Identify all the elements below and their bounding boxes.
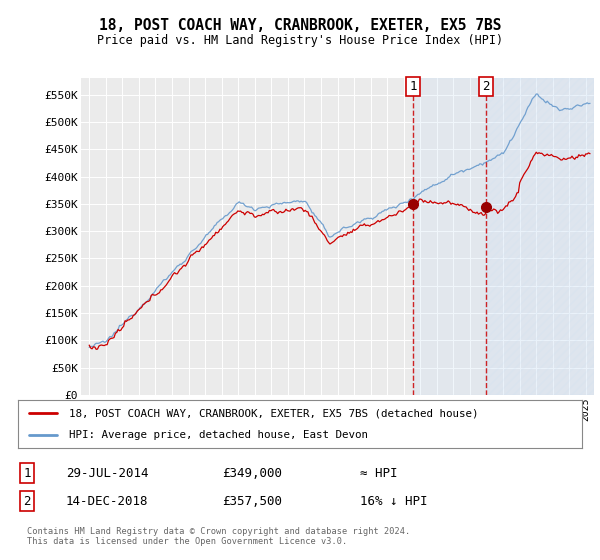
Text: 16% ↓ HPI: 16% ↓ HPI: [360, 494, 427, 508]
Bar: [486, 78, 594, 395]
Text: £349,000: £349,000: [222, 466, 282, 480]
Text: HPI: Average price, detached house, East Devon: HPI: Average price, detached house, East…: [69, 430, 368, 440]
Text: 1: 1: [410, 80, 417, 93]
Text: 18, POST COACH WAY, CRANBROOK, EXETER, EX5 7BS (detached house): 18, POST COACH WAY, CRANBROOK, EXETER, E…: [69, 408, 478, 418]
Text: Contains HM Land Registry data © Crown copyright and database right 2024.
This d: Contains HM Land Registry data © Crown c…: [27, 527, 410, 546]
Text: 29-JUL-2014: 29-JUL-2014: [66, 466, 149, 480]
Text: 2: 2: [23, 494, 31, 508]
Bar: [486, 78, 594, 395]
Text: £357,500: £357,500: [222, 494, 282, 508]
Text: 18, POST COACH WAY, CRANBROOK, EXETER, EX5 7BS: 18, POST COACH WAY, CRANBROOK, EXETER, E…: [99, 18, 501, 32]
Text: 1: 1: [23, 466, 31, 480]
Text: ≈ HPI: ≈ HPI: [360, 466, 398, 480]
Text: Price paid vs. HM Land Registry's House Price Index (HPI): Price paid vs. HM Land Registry's House …: [97, 34, 503, 48]
Bar: [413, 78, 486, 395]
Text: 14-DEC-2018: 14-DEC-2018: [66, 494, 149, 508]
Text: 2: 2: [482, 80, 490, 93]
